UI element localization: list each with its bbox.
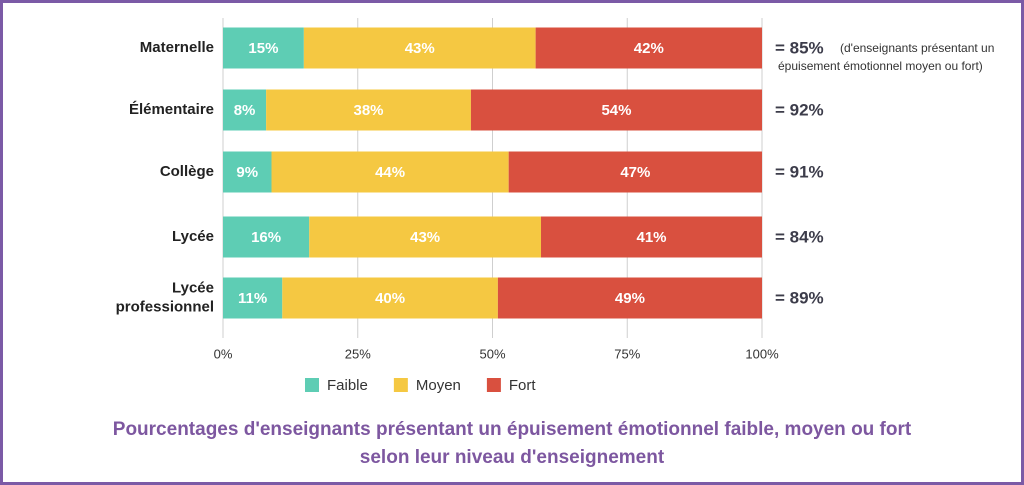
value-label: 42% <box>634 40 664 57</box>
category-label: Élémentaire <box>129 101 214 118</box>
total-label: = 92% <box>775 100 824 119</box>
legend-label: Faible <box>327 377 368 394</box>
legend-swatch <box>486 378 501 392</box>
bar-segment <box>266 89 471 131</box>
value-label: 44% <box>375 164 405 181</box>
value-label: 9% <box>236 164 258 181</box>
value-label: 38% <box>354 102 384 119</box>
value-label: 41% <box>636 229 666 246</box>
chart-title: selon leur niveau d'enseignement <box>360 447 665 468</box>
total-label: = 85% <box>775 38 824 57</box>
value-label: 11% <box>238 290 267 307</box>
total-label: = 84% <box>775 227 824 246</box>
value-label: 47% <box>620 164 650 181</box>
x-tick-label: 75% <box>614 346 640 361</box>
bar-segment <box>271 151 509 193</box>
category-label: Maternelle <box>140 39 214 56</box>
bar-segment <box>223 89 267 131</box>
bar-segment <box>282 277 498 319</box>
x-tick-label: 100% <box>745 346 779 361</box>
total-note: épuisement émotionnel moyen ou fort) <box>778 59 983 73</box>
bar-segment <box>309 216 542 258</box>
category-label: Collège <box>160 163 214 180</box>
value-label: 54% <box>601 102 631 119</box>
bar-segment <box>541 216 762 258</box>
category-label: Lycée <box>172 228 214 245</box>
bar-segment <box>223 27 304 69</box>
chart-title: Pourcentages d'enseignants présentant un… <box>113 419 912 440</box>
total-note: (d'enseignants présentant un <box>840 41 994 55</box>
bar-segment <box>535 27 762 69</box>
legend-swatch <box>305 378 319 392</box>
value-label: 49% <box>615 290 645 307</box>
bar-segment <box>470 89 762 131</box>
x-tick-label: 25% <box>345 346 371 361</box>
value-label: 43% <box>410 229 440 246</box>
x-tick-label: 50% <box>479 346 505 361</box>
total-label: = 91% <box>775 162 824 181</box>
value-label: 16% <box>251 229 281 246</box>
total-label: = 89% <box>775 288 824 307</box>
value-label: 15% <box>248 40 278 57</box>
bar-segment <box>508 151 762 193</box>
category-label: Lycée professionnel <box>111 279 214 315</box>
value-label: 40% <box>375 290 405 307</box>
bar-segment <box>223 151 272 193</box>
bar-segment <box>497 277 762 319</box>
legend-swatch <box>393 378 408 392</box>
bar-segment <box>223 216 310 258</box>
legend-label: Moyen <box>416 377 461 394</box>
value-label: 43% <box>405 40 435 57</box>
legend-label: Fort <box>509 377 537 394</box>
bar-segment <box>223 277 283 319</box>
bar-segment <box>303 27 536 69</box>
x-tick-label: 0% <box>214 346 233 361</box>
value-label: 8% <box>234 102 256 119</box>
